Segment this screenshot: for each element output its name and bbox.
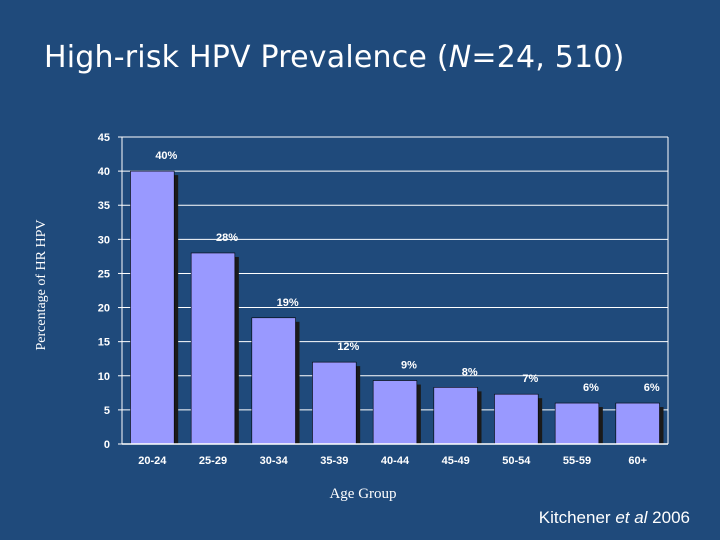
x-tick-label: 45-49 xyxy=(442,455,470,467)
x-tick-label: 60+ xyxy=(628,455,647,467)
y-tick-label: 25 xyxy=(98,268,110,280)
x-tick-label: 25-29 xyxy=(199,455,227,467)
x-tick-label: 40-44 xyxy=(381,455,410,467)
data-label: 12% xyxy=(337,341,359,353)
citation-etal: et al xyxy=(615,508,648,527)
data-label: 19% xyxy=(277,297,299,309)
title-prefix: High-risk HPV Prevalence ( xyxy=(44,40,449,75)
data-label: 6% xyxy=(583,382,599,394)
y-tick-label: 0 xyxy=(104,439,110,451)
data-label: 7% xyxy=(522,373,538,385)
bar xyxy=(130,170,175,445)
title-suffix: =24, 510) xyxy=(471,40,625,75)
citation: Kitchener et al 2006 xyxy=(539,508,690,528)
bar xyxy=(554,402,600,445)
axes xyxy=(118,136,669,445)
data-label: 40% xyxy=(155,150,177,162)
bar xyxy=(372,380,418,445)
bar xyxy=(251,317,296,445)
chart-title: High-risk HPV Prevalence (N=24, 510) xyxy=(44,40,625,75)
y-tick-label: 20 xyxy=(98,303,110,315)
data-label: 9% xyxy=(401,360,417,372)
x-tick-label: 55-59 xyxy=(563,455,591,467)
y-tick-label: 40 xyxy=(98,166,110,178)
y-tick-label: 45 xyxy=(98,132,110,144)
x-tick-label: 50-54 xyxy=(502,455,531,467)
labels: 0 5 10 15 20 25 30 35 40 45 20-24 40% 25-29 28% 30-34 1… xyxy=(98,132,660,467)
title-n: N xyxy=(448,40,472,75)
bars xyxy=(130,170,664,445)
bar xyxy=(433,387,478,445)
x-tick-label: 30-34 xyxy=(260,455,289,467)
bar xyxy=(615,402,660,445)
x-tick-label: 35-39 xyxy=(320,455,348,467)
bar xyxy=(312,361,357,445)
citation-year: 2006 xyxy=(647,508,690,527)
bar xyxy=(494,393,539,445)
data-label: 6% xyxy=(644,382,660,394)
bar xyxy=(190,252,236,445)
y-tick-label: 30 xyxy=(98,234,110,246)
x-axis-label: Age Group xyxy=(329,486,397,502)
x-tick-label: 20-24 xyxy=(138,455,167,467)
data-label: 8% xyxy=(462,366,478,378)
y-tick-label: 35 xyxy=(98,200,110,212)
y-tick-label: 5 xyxy=(104,405,110,417)
y-tick-label: 10 xyxy=(98,371,110,383)
citation-author: Kitchener xyxy=(538,508,616,527)
y-tick-label: 15 xyxy=(98,337,110,349)
data-label: 28% xyxy=(216,232,238,244)
